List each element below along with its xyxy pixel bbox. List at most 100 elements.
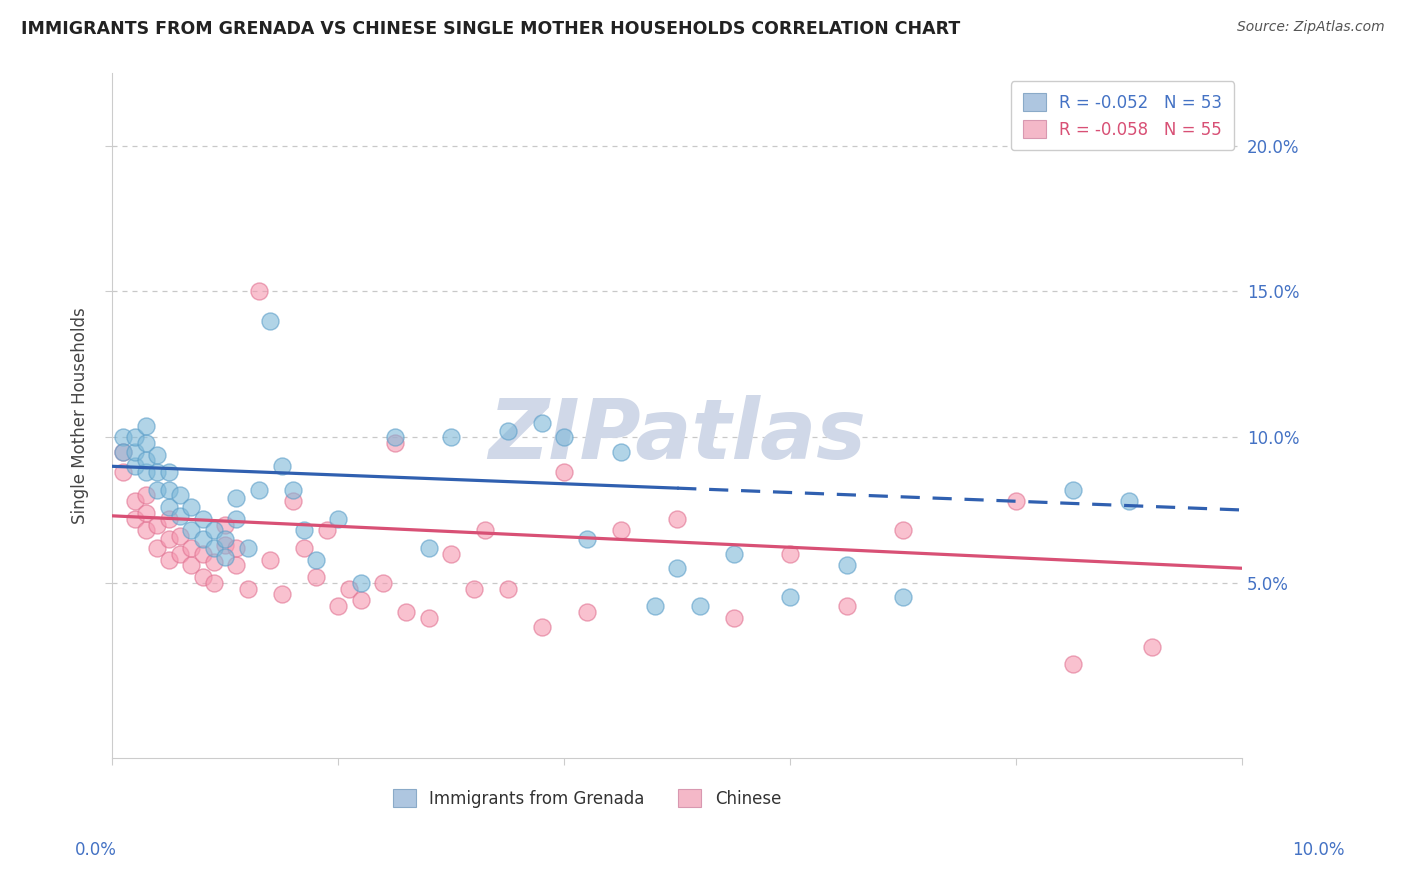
Point: [146, 448, 169, 462]
Point: [157, 483, 180, 497]
Point: [169, 529, 191, 543]
Point: [891, 591, 914, 605]
Point: [214, 549, 236, 564]
Point: [609, 524, 631, 538]
Point: [202, 556, 225, 570]
Point: [191, 532, 214, 546]
Point: [225, 541, 247, 555]
Point: [259, 552, 281, 566]
Point: [247, 285, 270, 299]
Point: [328, 512, 350, 526]
Point: [146, 517, 169, 532]
Point: [202, 541, 225, 555]
Point: [157, 512, 180, 526]
Point: [270, 459, 292, 474]
Point: [395, 605, 418, 619]
Point: [292, 524, 315, 538]
Point: [214, 538, 236, 552]
Point: [496, 582, 519, 596]
Y-axis label: Single Mother Households: Single Mother Households: [72, 307, 89, 524]
Point: [202, 575, 225, 590]
Point: [270, 587, 292, 601]
Point: [575, 532, 598, 546]
Point: [225, 512, 247, 526]
Point: [112, 444, 135, 458]
Point: [1062, 657, 1084, 672]
Point: [135, 506, 157, 520]
Legend: Immigrants from Grenada, Chinese: Immigrants from Grenada, Chinese: [385, 782, 787, 814]
Point: [236, 582, 259, 596]
Point: [169, 508, 191, 523]
Point: [328, 599, 350, 614]
Point: [225, 558, 247, 573]
Point: [135, 453, 157, 467]
Point: [135, 418, 157, 433]
Point: [146, 483, 169, 497]
Point: [191, 570, 214, 584]
Point: [644, 599, 666, 614]
Point: [835, 558, 858, 573]
Point: [463, 582, 485, 596]
Point: [135, 524, 157, 538]
Point: [315, 524, 337, 538]
Point: [440, 547, 463, 561]
Point: [135, 465, 157, 479]
Point: [202, 524, 225, 538]
Point: [530, 416, 553, 430]
Point: [1005, 494, 1028, 508]
Point: [723, 547, 745, 561]
Point: [1118, 494, 1140, 508]
Point: [418, 611, 440, 625]
Point: [474, 524, 496, 538]
Point: [339, 582, 361, 596]
Point: [214, 532, 236, 546]
Point: [350, 593, 373, 607]
Point: [180, 541, 202, 555]
Point: [553, 465, 575, 479]
Text: ZIPatlas: ZIPatlas: [488, 395, 866, 476]
Point: [779, 591, 801, 605]
Point: [384, 436, 406, 450]
Point: [157, 532, 180, 546]
Point: [304, 552, 326, 566]
Point: [575, 605, 598, 619]
Point: [180, 500, 202, 514]
Point: [1140, 640, 1163, 654]
Point: [180, 558, 202, 573]
Point: [553, 430, 575, 444]
Point: [124, 459, 146, 474]
Point: [440, 430, 463, 444]
Point: [236, 541, 259, 555]
Point: [723, 611, 745, 625]
Point: [191, 512, 214, 526]
Point: [689, 599, 711, 614]
Text: IMMIGRANTS FROM GRENADA VS CHINESE SINGLE MOTHER HOUSEHOLDS CORRELATION CHART: IMMIGRANTS FROM GRENADA VS CHINESE SINGL…: [21, 20, 960, 37]
Point: [124, 444, 146, 458]
Point: [247, 483, 270, 497]
Point: [112, 444, 135, 458]
Point: [157, 552, 180, 566]
Point: [292, 541, 315, 555]
Text: Source: ZipAtlas.com: Source: ZipAtlas.com: [1237, 20, 1385, 34]
Point: [281, 483, 304, 497]
Point: [124, 494, 146, 508]
Point: [180, 524, 202, 538]
Text: 10.0%: 10.0%: [1292, 840, 1346, 858]
Point: [1062, 483, 1084, 497]
Point: [530, 619, 553, 633]
Point: [281, 494, 304, 508]
Point: [496, 425, 519, 439]
Point: [259, 313, 281, 327]
Point: [304, 570, 326, 584]
Point: [112, 465, 135, 479]
Point: [384, 430, 406, 444]
Point: [666, 512, 689, 526]
Point: [225, 491, 247, 506]
Point: [135, 488, 157, 502]
Point: [169, 547, 191, 561]
Point: [350, 575, 373, 590]
Point: [112, 430, 135, 444]
Point: [146, 465, 169, 479]
Point: [191, 547, 214, 561]
Point: [891, 524, 914, 538]
